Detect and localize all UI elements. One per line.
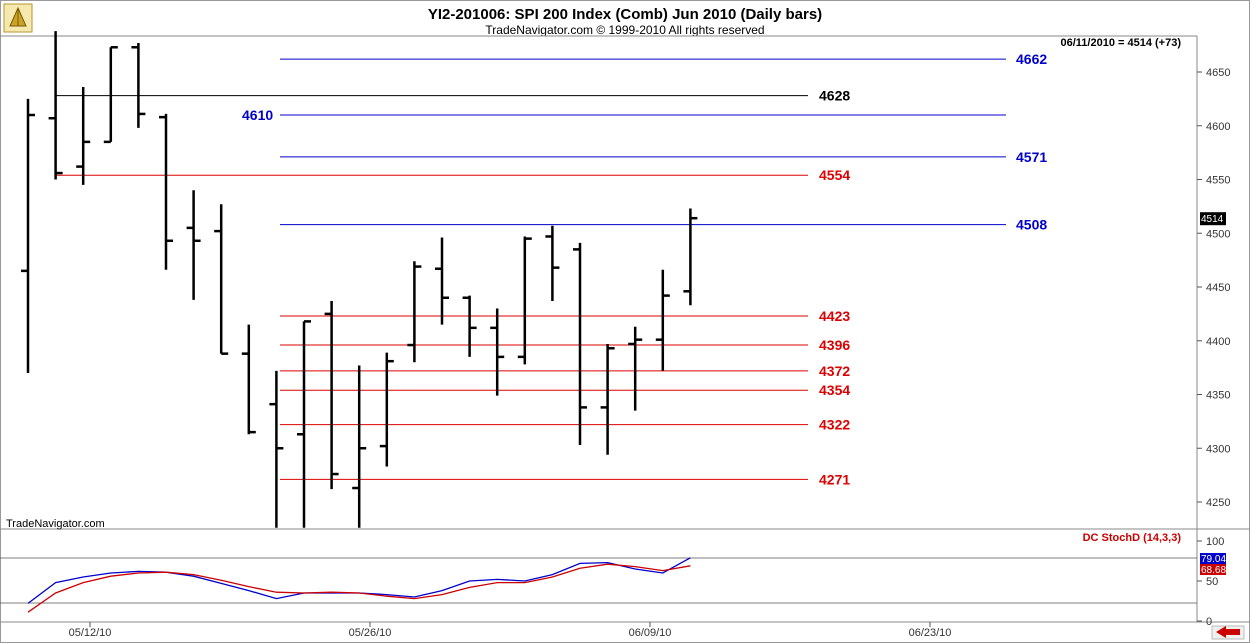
price-levels: 4662 4628 4610 4571 4554 4508 4423 4396 4372 4354… (55, 51, 1047, 487)
ohlc-bar (573, 242, 587, 446)
y-tick-label: 4250 (1206, 497, 1230, 509)
ohlc-bar (490, 308, 505, 396)
y-tick-label: 4450 (1206, 282, 1230, 294)
ohlc-bar (545, 225, 560, 301)
x-tick-label: 06/09/10 (629, 627, 672, 639)
y-tick-label: 4550 (1206, 175, 1230, 187)
ohlc-bar (462, 295, 477, 357)
ohlc-bar (435, 237, 449, 325)
y-tick-label: 4650 (1206, 67, 1230, 79)
ohlc-bar (214, 204, 229, 355)
ind-tick-label: 50 (1206, 576, 1218, 588)
ohlc-bar (655, 269, 670, 371)
indicator-panel (0, 557, 1250, 623)
indicator-value-red: 68.68 (1201, 565, 1226, 576)
level-label: 4662 (1016, 51, 1047, 67)
x-tick-label: 05/12/10 (69, 627, 112, 639)
last-price-info: 06/11/2010 = 4514 (+73) (1061, 37, 1182, 49)
ohlc-bar (517, 236, 532, 365)
ohlc-bar (269, 370, 284, 528)
level-label: 4571 (1016, 149, 1047, 165)
ohlc-bar (379, 352, 394, 467)
ohlc-bar (628, 326, 643, 411)
ohlc-bar (683, 208, 698, 306)
ind-tick-label: 0 (1206, 616, 1212, 628)
y-tick-label: 4300 (1206, 443, 1230, 455)
ohlc-bar (103, 46, 118, 144)
ohlc-bar (21, 98, 35, 373)
price-y-axis: 4650 4600 4550 4500 4450 4400 4350 4300 4250 (1197, 67, 1230, 509)
ohlc-bar (324, 300, 339, 490)
ohlc-bar (159, 113, 173, 270)
watermark-text: TradeNavigator.com (6, 518, 105, 530)
ohlc-bar (352, 365, 367, 528)
y-tick-label: 4400 (1206, 336, 1230, 348)
price-panel (0, 35, 1250, 622)
y-tick-label: 4350 (1206, 390, 1230, 402)
ohlc-bar (76, 87, 91, 185)
x-tick-label: 06/23/10 (909, 627, 952, 639)
scroll-left-arrow-icon[interactable] (1211, 625, 1245, 640)
ohlc-bar (186, 190, 201, 300)
level-label: 4271 (819, 471, 850, 487)
level-label: 4354 (819, 382, 850, 398)
stoch-d-line (27, 563, 691, 613)
ohlc-bar (600, 343, 615, 455)
indicator-lines (27, 557, 691, 613)
level-label: 4610 (242, 107, 273, 123)
y-tick-label: 4500 (1206, 228, 1230, 240)
ohlc-bar (131, 42, 146, 128)
level-label: 4396 (819, 337, 850, 353)
indicator-value-tags: 79.04 68.68 (1200, 553, 1226, 576)
last-price-tag: 4514 (1200, 212, 1226, 226)
price-bars (21, 31, 698, 528)
indicator-value-blue: 79.04 (1201, 554, 1226, 565)
ind-tick-label: 100 (1206, 536, 1224, 548)
x-tick-label: 05/26/10 (349, 627, 392, 639)
level-label: 4423 (819, 308, 850, 324)
indicator-y-axis: 100 50 0 (1197, 536, 1224, 628)
stoch-k-line (27, 557, 691, 604)
chart-title: YI2-201006: SPI 200 Index (Comb) Jun 201… (428, 6, 822, 23)
indicator-name: DC StochD (14,3,3) (1083, 532, 1182, 544)
ohlc-bar (241, 324, 256, 435)
level-label: 4508 (1016, 217, 1047, 233)
level-label: 4372 (819, 363, 850, 379)
ohlc-bar (48, 31, 63, 180)
last-price-tag-text: 4514 (1201, 214, 1224, 225)
y-tick-label: 4600 (1206, 121, 1230, 133)
level-label: 4322 (819, 417, 850, 433)
chart-subtitle: TradeNavigator.com © 1999-2010 All right… (485, 23, 764, 37)
level-label: 4628 (819, 88, 850, 104)
level-label: 4554 (819, 167, 850, 183)
ohlc-bar (297, 320, 311, 528)
date-x-axis: 05/12/10 05/26/10 06/09/10 06/23/10 (69, 622, 952, 639)
tradenavigator-logo-icon (3, 3, 33, 33)
ohlc-bar (407, 261, 422, 363)
